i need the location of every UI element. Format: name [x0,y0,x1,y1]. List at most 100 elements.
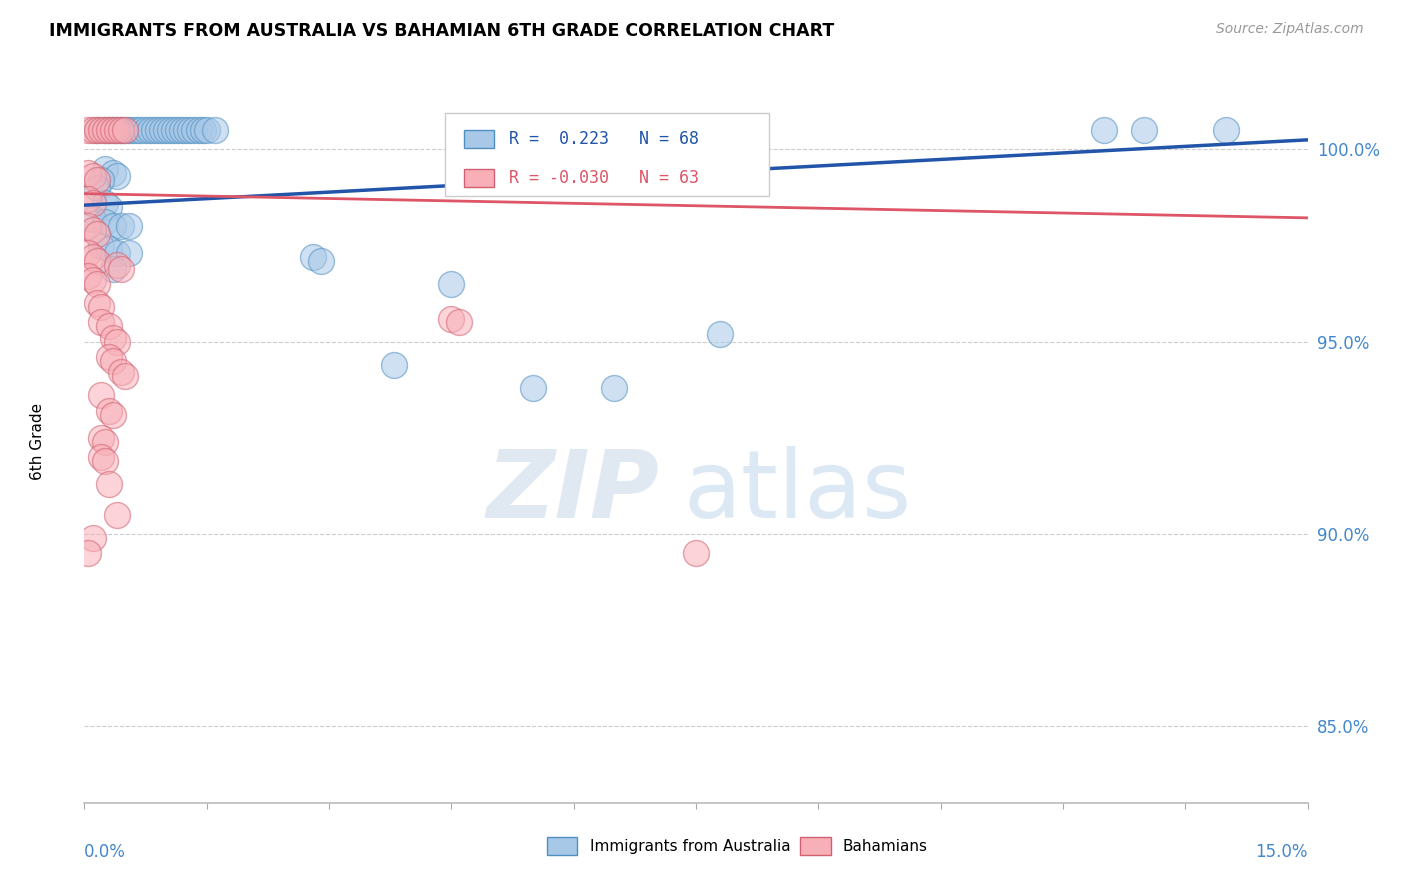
FancyBboxPatch shape [800,837,831,855]
Point [90,123,112,137]
Point [90,388,112,402]
Point [440,311,463,326]
Point [172,123,194,137]
Text: 6th Grade: 6th Grade [31,403,45,480]
Point [150,123,173,137]
Point [82,531,104,545]
Text: Source: ZipAtlas.com: Source: ZipAtlas.com [1216,22,1364,37]
Text: 15.0%: 15.0% [1256,843,1308,861]
Point [131,123,153,137]
Point [82,169,104,184]
Point [97,319,120,334]
Point [77,219,100,234]
Point [105,334,128,349]
Point [82,123,104,137]
Point [97,200,120,214]
Point [101,408,124,422]
Point [86,296,108,310]
Text: Bahamians: Bahamians [842,838,928,854]
Point [1215,123,1237,137]
Point [86,277,108,291]
Point [86,123,108,137]
Point [105,246,128,260]
Point [77,123,100,137]
Point [101,354,124,368]
Text: R = -0.030   N = 63: R = -0.030 N = 63 [509,169,699,186]
Point [77,269,100,284]
Point [86,181,108,195]
Point [118,123,141,137]
Point [105,258,128,272]
Point [110,123,132,137]
FancyBboxPatch shape [547,837,578,855]
Point [142,123,165,137]
Point [187,123,209,137]
Point [603,381,626,395]
Text: Immigrants from Australia: Immigrants from Australia [589,838,790,854]
Point [146,123,169,137]
Point [93,123,115,137]
FancyBboxPatch shape [446,112,769,196]
Text: ZIP: ZIP [486,446,659,538]
Point [114,369,136,384]
Point [174,123,197,137]
Point [118,246,141,260]
Point [90,450,112,464]
Point [159,123,181,137]
Point [110,219,132,234]
Point [86,253,108,268]
Point [522,381,544,395]
Point [709,326,731,341]
Point [204,123,226,137]
Point [179,123,201,137]
Point [101,219,124,234]
Point [114,123,136,137]
Point [86,173,108,187]
Point [93,434,115,449]
Point [195,123,218,137]
Point [105,123,128,137]
Point [1133,123,1156,137]
Point [114,123,136,137]
Point [101,165,124,179]
Text: 0.0%: 0.0% [84,843,127,861]
Point [90,315,112,329]
Point [82,211,104,226]
Point [105,169,128,184]
Point [97,476,120,491]
Point [183,123,205,137]
Point [93,196,115,211]
Point [301,250,323,264]
Point [1092,123,1115,137]
Point [105,508,128,522]
Point [110,123,132,137]
Text: atlas: atlas [683,446,912,538]
Point [93,215,115,229]
Point [82,223,104,237]
Point [382,358,405,372]
Point [122,123,145,137]
Point [110,365,132,379]
Point [77,246,100,260]
Point [97,404,120,418]
Point [93,161,115,176]
Point [191,123,214,137]
Point [135,123,157,137]
FancyBboxPatch shape [464,130,494,148]
Point [93,454,115,468]
Point [77,546,100,560]
Point [97,350,120,364]
Point [449,315,471,329]
Point [167,123,190,137]
Point [155,123,177,137]
Point [82,196,104,211]
Point [138,123,160,137]
Point [90,238,112,252]
Point [118,219,141,234]
FancyBboxPatch shape [464,169,494,186]
Point [82,273,104,287]
Point [127,123,149,137]
Point [86,227,108,241]
Point [105,123,128,137]
Point [97,243,120,257]
